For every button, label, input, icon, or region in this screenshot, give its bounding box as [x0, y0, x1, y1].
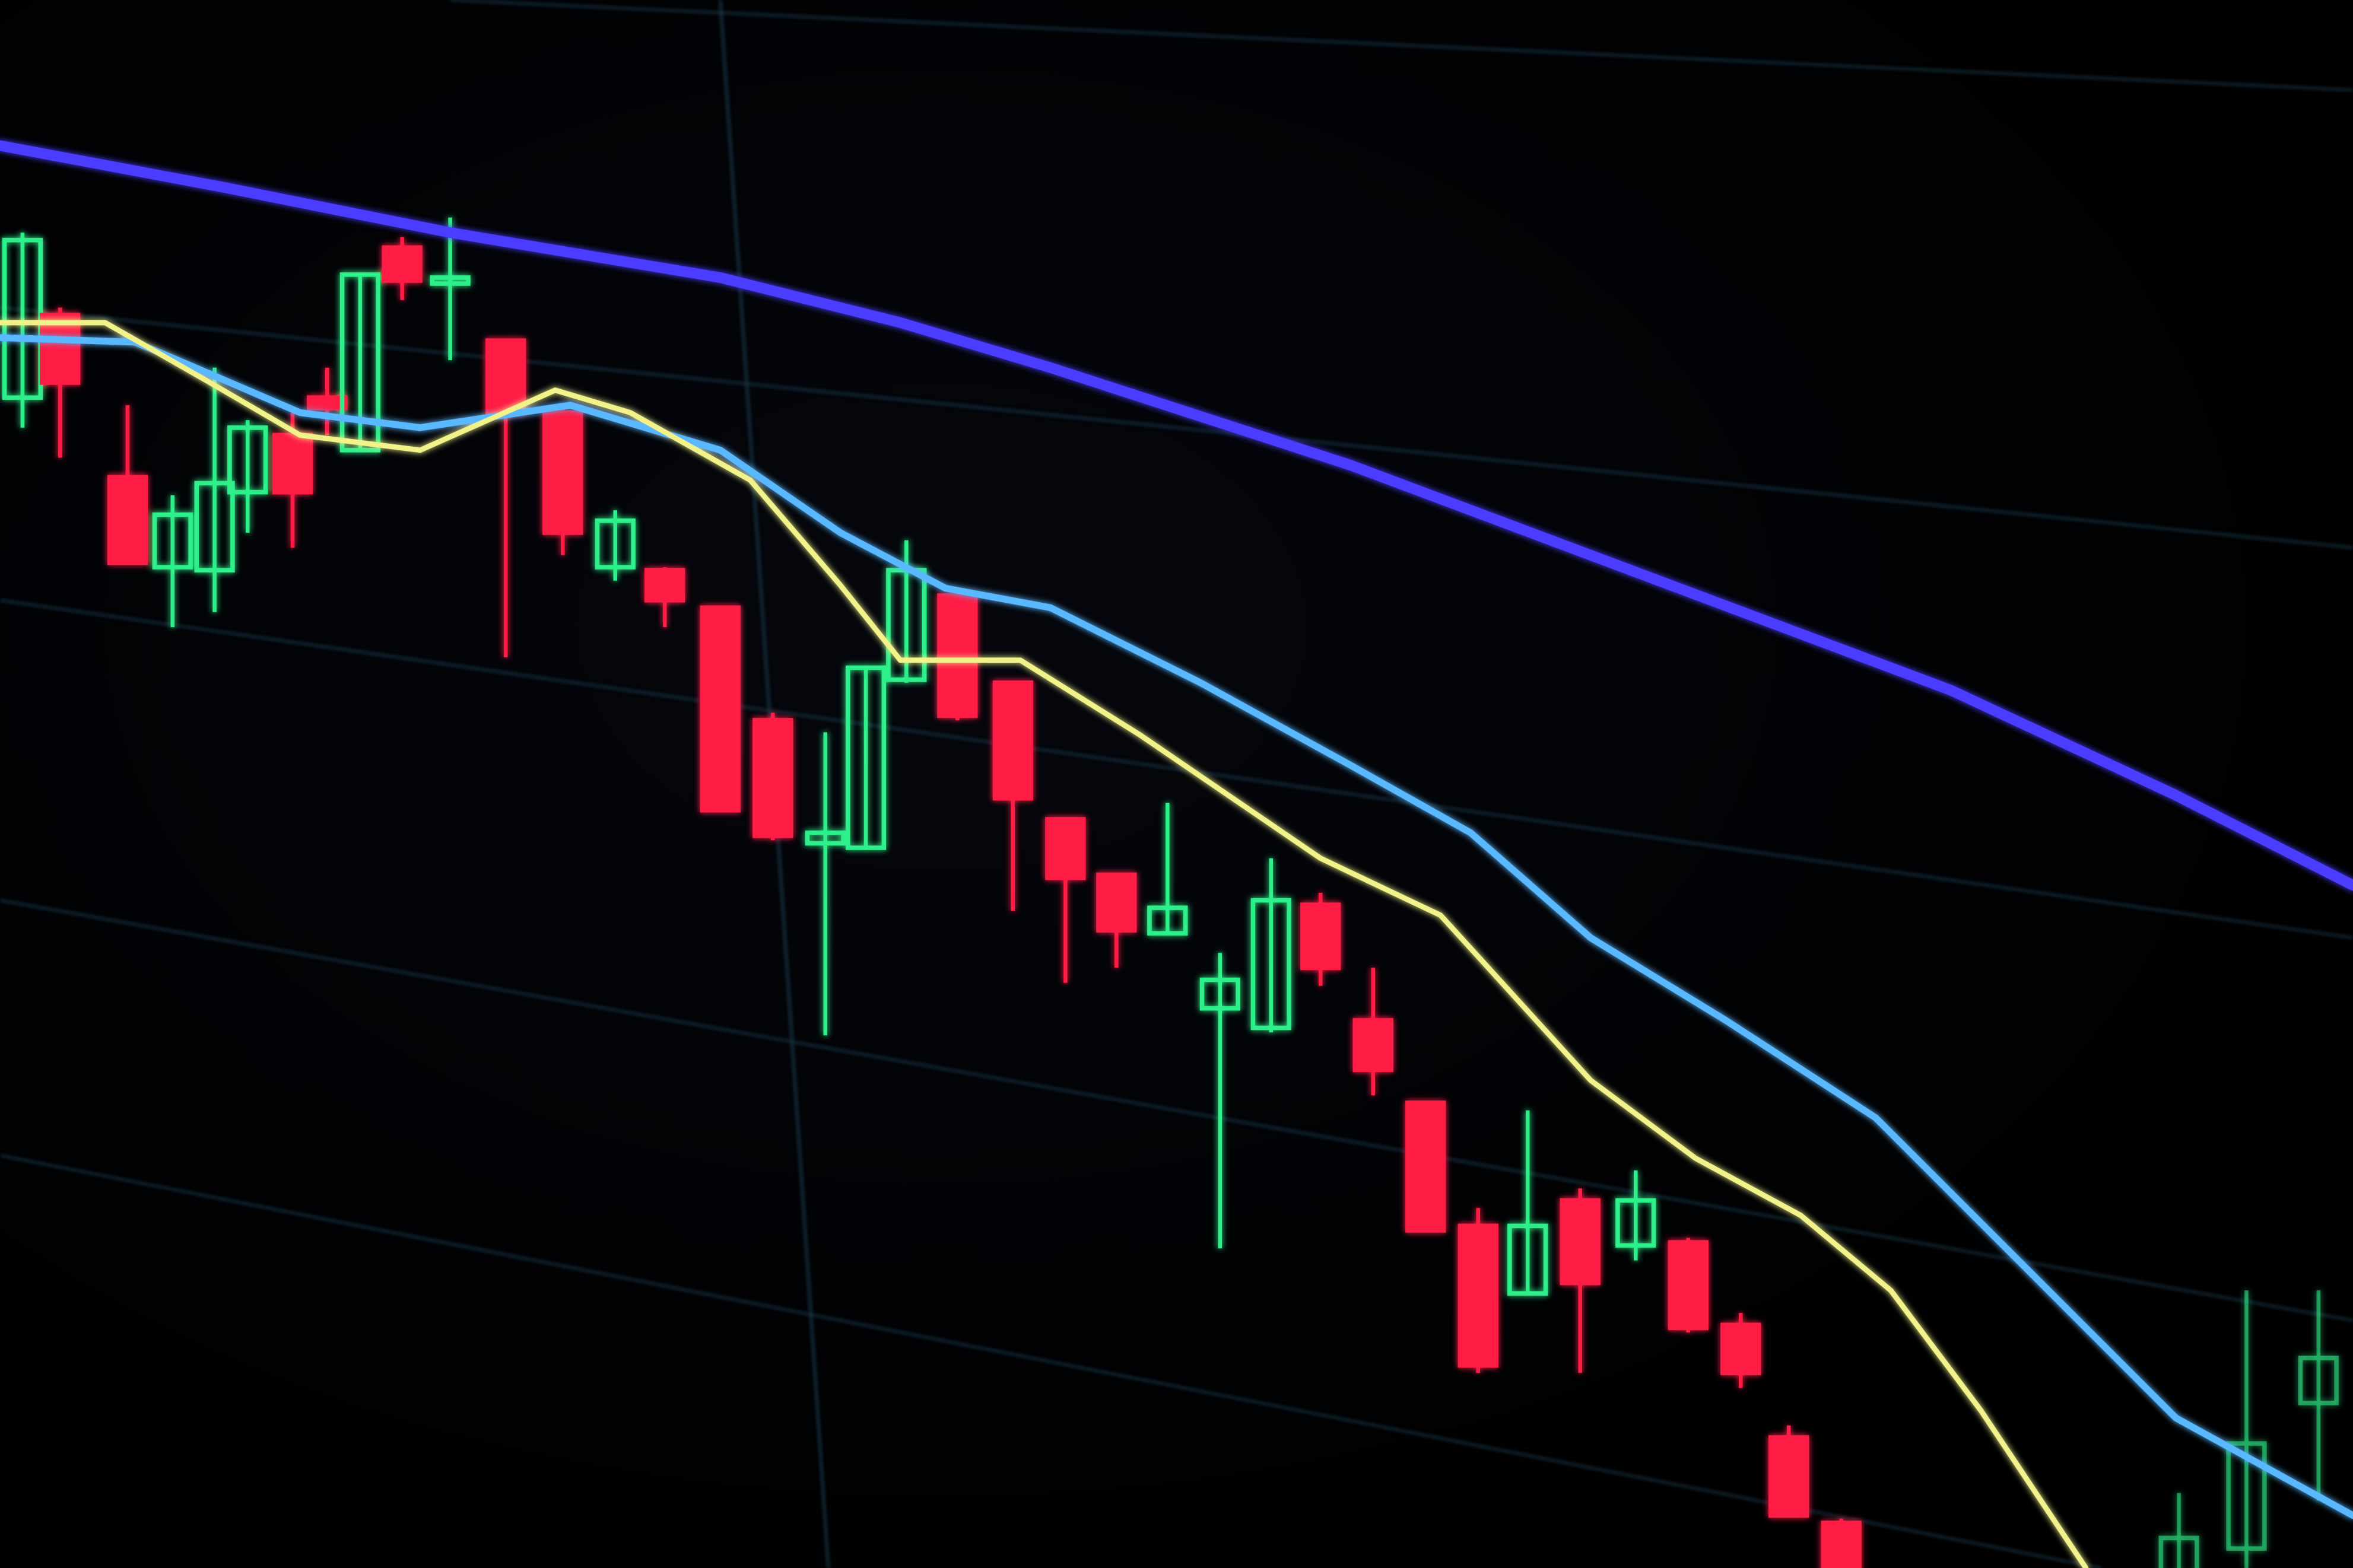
candle-body: [937, 593, 978, 718]
candle-body: [1045, 817, 1086, 880]
bearish-candle: [542, 405, 583, 555]
bearish-candle: [382, 237, 423, 300]
bearish-candle: [644, 567, 685, 628]
candle-body: [595, 518, 636, 570]
candle-body: [107, 475, 148, 565]
mid-moving-average-line: [0, 334, 2353, 1519]
candle-body: [1668, 1240, 1709, 1331]
bullish-candle: [152, 495, 193, 628]
candle-body: [1615, 1198, 1656, 1248]
bearish-candle: [107, 405, 148, 565]
bullish-candle: [2226, 1290, 2267, 1568]
candle-body: [1300, 902, 1341, 971]
slow-moving-average-line: [0, 140, 2353, 891]
candle-body: [227, 425, 268, 495]
bullish-candle: [1250, 858, 1291, 1033]
bullish-candle: [1615, 1170, 1656, 1261]
grid-line: [450, 0, 2353, 91]
bearish-candle: [1045, 817, 1086, 983]
bearish-candle: [1457, 1207, 1498, 1373]
candle-body: [1560, 1198, 1601, 1286]
candle-body: [152, 512, 193, 570]
candle-body: [307, 395, 348, 411]
candle-body: [1720, 1322, 1761, 1375]
candle-body: [2226, 1441, 2267, 1551]
candle-body: [700, 605, 741, 813]
candlesticks: [2, 217, 2339, 1568]
candle-body: [1147, 905, 1188, 936]
bullish-candle: [430, 217, 471, 361]
candle-body: [1821, 1521, 1862, 1568]
bearish-candle: [1096, 872, 1137, 968]
bearish-candle: [1560, 1188, 1601, 1373]
candle-body: [430, 275, 471, 286]
bearish-candle: [1668, 1238, 1709, 1332]
bearish-candle: [1821, 1518, 1862, 1568]
candle-body: [542, 410, 583, 535]
moving-average-lines: [0, 140, 2353, 1568]
candle-body: [1405, 1101, 1446, 1233]
bullish-candle: [805, 732, 846, 1036]
candle-body: [1250, 898, 1291, 1031]
bullish-candle: [845, 665, 887, 850]
candle-body: [1457, 1223, 1498, 1368]
candle-body: [2298, 1356, 2339, 1405]
bullish-candle: [1507, 1110, 1548, 1296]
bearish-candle: [485, 338, 526, 657]
candle-body: [1768, 1435, 1809, 1518]
grid-line: [0, 899, 2353, 1322]
bearish-candle: [272, 412, 313, 548]
grid-line: [0, 599, 2353, 939]
candle-body: [1507, 1223, 1548, 1296]
candle-body: [845, 665, 887, 850]
bullish-candle: [1199, 953, 1240, 1249]
candle-body: [485, 338, 526, 415]
candle-body: [339, 272, 381, 453]
bullish-candle: [595, 510, 636, 581]
bearish-candle: [1300, 892, 1341, 986]
bullish-candle: [1147, 803, 1188, 936]
bearish-candle: [1405, 1101, 1446, 1233]
bullish-candle: [2298, 1290, 2339, 1501]
bearish-candle: [1352, 968, 1393, 1096]
candle-body: [644, 568, 685, 603]
bearish-candle: [992, 680, 1034, 911]
bearish-candle: [307, 367, 348, 435]
candle-body: [1199, 977, 1240, 1011]
candle-body: [40, 313, 81, 385]
fast-moving-average-line: [0, 320, 2089, 1568]
candle-body: [752, 718, 793, 838]
bullish-candle: [2158, 1493, 2199, 1568]
bearish-candle: [752, 713, 793, 841]
grid-line: [0, 306, 2353, 549]
candle-body: [272, 432, 313, 495]
candle-body: [1096, 872, 1137, 933]
bearish-candle: [40, 307, 81, 458]
grid-line: [0, 1154, 2101, 1568]
bullish-candle: [194, 367, 235, 612]
candle-body: [805, 830, 846, 846]
candle-body: [992, 680, 1034, 801]
candle-body: [194, 481, 235, 573]
bearish-candle: [1720, 1313, 1761, 1388]
candle-body: [1352, 1018, 1393, 1073]
bearish-candle: [1768, 1425, 1809, 1518]
bearish-candle: [700, 605, 741, 813]
candle-body: [2158, 1535, 2199, 1568]
bullish-candle: [2, 233, 43, 428]
candle-body: [382, 245, 423, 283]
bullish-candle: [227, 420, 268, 533]
